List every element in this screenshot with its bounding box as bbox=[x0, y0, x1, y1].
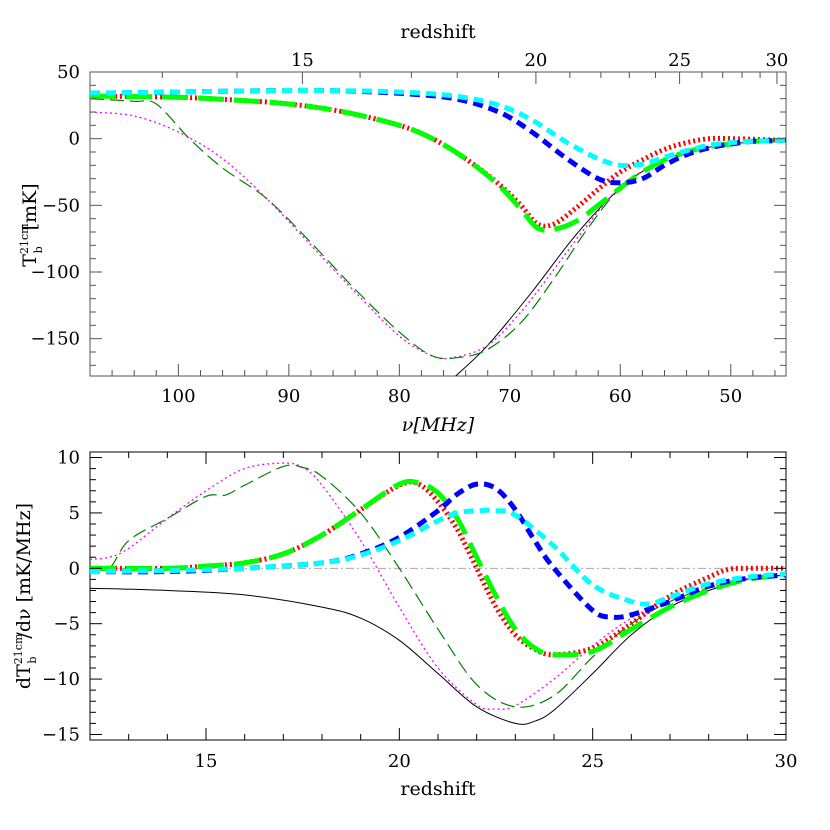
top-x-tick-label: 100 bbox=[161, 386, 195, 407]
bottom-x-tick-label: 15 bbox=[195, 751, 218, 772]
bottom-panel: 15 20 25 30 10 5 0 −5 −10 −15 redshift dT21cmb/d… bbox=[12, 448, 797, 800]
top-series-line-2 bbox=[90, 98, 786, 360]
top-ylabel-unit: [mK] bbox=[19, 183, 41, 230]
top-x-tick-label: 60 bbox=[609, 386, 632, 407]
top-x-tick-label: 80 bbox=[388, 386, 411, 407]
bottom-y-tick-label: −5 bbox=[53, 614, 80, 635]
top-ylabel-sub: b bbox=[32, 246, 45, 253]
bottom-series-line-0 bbox=[90, 574, 786, 725]
top-x-tick-labels: 100 90 80 70 60 50 bbox=[161, 386, 742, 407]
bottom-x-tick-labels: 15 20 25 30 bbox=[195, 751, 798, 772]
bottom-y-axis-label: dT21cmb/dν [mK/MHz] bbox=[12, 503, 39, 689]
bottom-y-tick-label: −10 bbox=[42, 669, 80, 690]
top-y-tick-label: 0 bbox=[69, 129, 80, 150]
top-curves bbox=[90, 87, 786, 376]
top-series-line-5 bbox=[90, 87, 786, 186]
bottom-ylabel-main: dT bbox=[13, 664, 35, 689]
top-y-tick-label: −150 bbox=[31, 329, 80, 350]
bottom-y-tick-label: −15 bbox=[42, 724, 80, 745]
bottom-y-tick-label: 0 bbox=[69, 558, 80, 579]
bottom-x-tick-label: 30 bbox=[775, 751, 798, 772]
bottom-axis-ticks bbox=[90, 452, 786, 740]
top-y-tick-labels: 50 0 −50 −100 −150 bbox=[31, 62, 80, 350]
bottom-y-tick-labels: 10 5 0 −5 −10 −15 bbox=[42, 448, 80, 746]
top-ylabel-main: T bbox=[19, 254, 41, 267]
top-series-line-4 bbox=[90, 93, 786, 233]
top-redshift-tick-label: 15 bbox=[291, 50, 314, 71]
top-redshift-tick-label: 25 bbox=[668, 50, 691, 71]
top-x2-axis-label: redshift bbox=[400, 21, 476, 43]
bottom-ylabel-sup: 21cm bbox=[12, 633, 25, 664]
bottom-ylabel-sub: b bbox=[26, 657, 39, 664]
top-x-tick-label: 70 bbox=[498, 386, 521, 407]
bottom-ylabel-rest: /dν [mK/MHz] bbox=[13, 503, 35, 639]
bottom-x-axis-label: redshift bbox=[400, 778, 476, 800]
bottom-curves bbox=[90, 462, 786, 725]
bottom-series-line-3 bbox=[90, 479, 786, 658]
top-y-tick-label: 50 bbox=[57, 62, 80, 83]
top-x-axis-label: ν[MHz] bbox=[402, 414, 475, 436]
top-y-tick-label: −50 bbox=[42, 195, 80, 216]
top-plot-frame bbox=[89, 71, 787, 377]
top-panel: 100 90 80 70 60 50 15 20 25 30 50 0 −50 −100 −150 re… bbox=[18, 21, 788, 436]
top-redshift-tick-labels: 15 20 25 30 bbox=[291, 50, 788, 71]
top-x-tick-label: 90 bbox=[277, 386, 300, 407]
bottom-y-tick-label: 10 bbox=[57, 448, 80, 469]
top-series-line-0 bbox=[455, 139, 786, 376]
top-axis-ticks bbox=[90, 72, 786, 376]
top-redshift-tick-label: 20 bbox=[524, 50, 547, 71]
bottom-x-tick-label: 25 bbox=[581, 751, 604, 772]
top-redshift-tick-label: 30 bbox=[765, 50, 788, 71]
top-y-axis-label: T21cmb [mK] bbox=[18, 183, 45, 266]
top-ylabel-sup: 21cm bbox=[18, 223, 31, 254]
top-series-line-3 bbox=[90, 93, 786, 229]
bottom-series-line-5 bbox=[90, 481, 786, 620]
bottom-y-tick-label: 5 bbox=[69, 503, 80, 524]
bottom-series-line-1 bbox=[90, 462, 786, 710]
top-y-tick-label: −100 bbox=[31, 262, 80, 283]
top-x-tick-label: 50 bbox=[719, 386, 742, 407]
top-series-line-1 bbox=[90, 111, 786, 360]
bottom-x-tick-label: 20 bbox=[388, 751, 411, 772]
top-series-line-6 bbox=[90, 87, 786, 169]
top-x-axis-label-text: ν[MHz] bbox=[402, 414, 475, 436]
